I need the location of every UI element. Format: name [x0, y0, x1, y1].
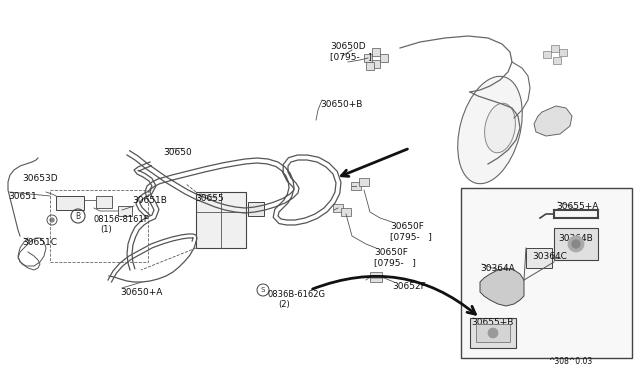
Text: 30650+A: 30650+A	[120, 288, 163, 297]
Text: (2): (2)	[278, 300, 290, 309]
Circle shape	[50, 218, 54, 222]
Text: [0795-   ]: [0795- ]	[390, 232, 432, 241]
Bar	[359, 178, 369, 186]
Text: S: S	[261, 287, 265, 293]
Bar	[366, 62, 374, 70]
Text: 30364A: 30364A	[480, 264, 515, 273]
Text: 08156-8161F: 08156-8161F	[93, 215, 148, 224]
Circle shape	[572, 240, 580, 248]
Bar	[372, 48, 380, 56]
Circle shape	[568, 236, 584, 252]
Ellipse shape	[484, 103, 515, 153]
Bar	[341, 208, 351, 216]
Text: 30655: 30655	[195, 194, 224, 203]
Polygon shape	[480, 268, 524, 306]
Bar	[333, 204, 343, 212]
Bar	[370, 272, 382, 282]
Bar	[118, 206, 132, 216]
Bar	[554, 228, 598, 260]
Text: ^308^0.03: ^308^0.03	[548, 357, 592, 366]
Bar	[56, 196, 84, 210]
Text: 30650F: 30650F	[374, 248, 408, 257]
Text: 30364C: 30364C	[532, 252, 567, 261]
Text: 30655+B: 30655+B	[471, 318, 513, 327]
Bar	[526, 248, 552, 268]
Bar	[248, 202, 264, 216]
Text: 30651C: 30651C	[22, 238, 57, 247]
Bar	[351, 182, 361, 190]
Text: (1): (1)	[100, 225, 112, 234]
Text: 30650: 30650	[163, 148, 192, 157]
Bar	[476, 324, 510, 342]
Text: [0795-   ]: [0795- ]	[374, 258, 416, 267]
Text: 30652F: 30652F	[392, 282, 426, 291]
Text: 30651B: 30651B	[132, 196, 167, 205]
Ellipse shape	[458, 76, 522, 184]
Bar	[372, 60, 380, 68]
Bar	[543, 51, 551, 58]
Polygon shape	[534, 106, 572, 136]
Bar	[551, 45, 559, 52]
Bar	[50, 190, 148, 262]
Text: 0836B-6162G: 0836B-6162G	[268, 290, 326, 299]
Text: [0795-   ]: [0795- ]	[330, 52, 372, 61]
Text: B: B	[76, 212, 81, 221]
Text: 30653D: 30653D	[22, 174, 58, 183]
Text: 30364B: 30364B	[558, 234, 593, 243]
Bar	[364, 54, 372, 62]
Bar	[96, 196, 112, 208]
Bar	[380, 54, 388, 62]
Bar	[196, 192, 246, 248]
Text: 30650D: 30650D	[330, 42, 365, 51]
Text: 30650F: 30650F	[390, 222, 424, 231]
Text: 30650+B: 30650+B	[320, 100, 362, 109]
Bar	[559, 49, 567, 56]
Bar	[470, 318, 516, 348]
Text: 30655+A: 30655+A	[556, 202, 598, 211]
Circle shape	[488, 328, 498, 338]
Bar	[553, 57, 561, 64]
Bar	[461, 188, 632, 358]
Text: 30651: 30651	[8, 192, 36, 201]
